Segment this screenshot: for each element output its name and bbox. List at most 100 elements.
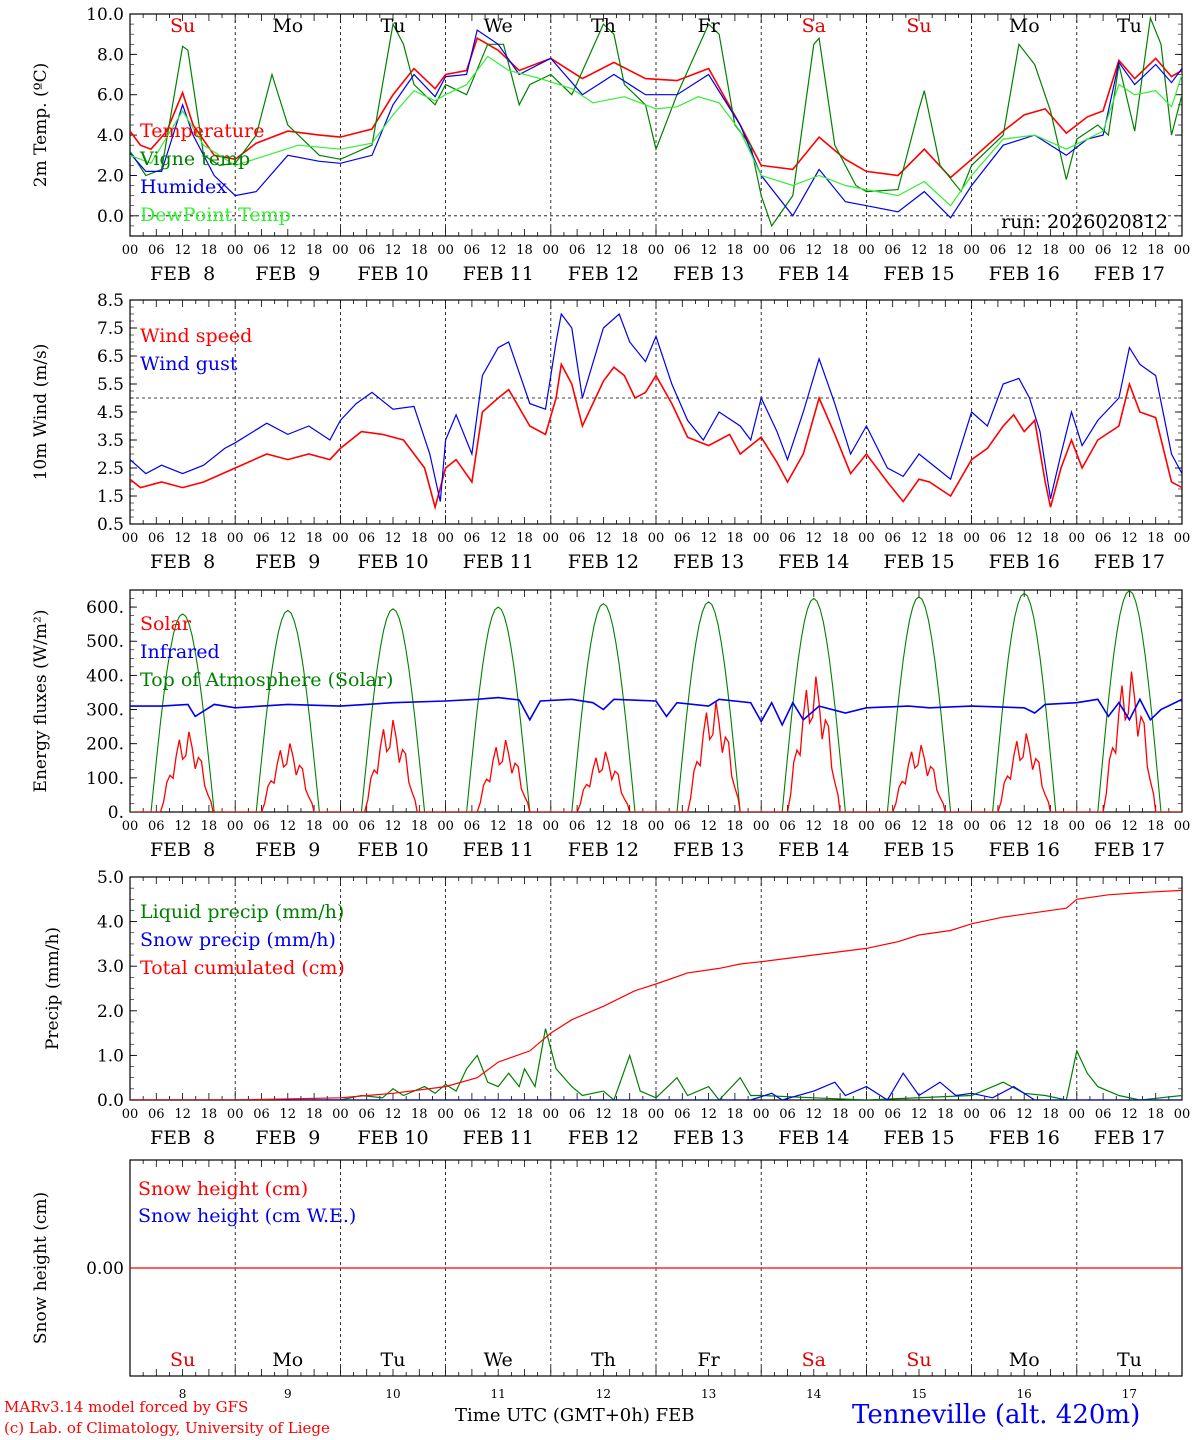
- series-line-solar: [134, 671, 1182, 812]
- credit-line-2: (c) Lab. of Climatology, University of L…: [4, 1419, 330, 1437]
- month-label: FEB: [655, 1405, 695, 1426]
- day-label: FEB 11: [463, 839, 534, 861]
- hour-tick-label: 06: [779, 1107, 796, 1122]
- day-label: FEB 8: [150, 263, 215, 285]
- hour-tick-label: 06: [253, 1107, 270, 1122]
- series-line-dewpoint-temp: [130, 55, 1182, 207]
- hour-tick-label: 12: [280, 819, 297, 834]
- day-label: FEB 13: [673, 263, 744, 285]
- day-label: FEB 15: [883, 839, 954, 861]
- hour-tick-label: 18: [411, 819, 428, 834]
- hour-tick-label: 18: [201, 819, 218, 834]
- hour-tick-label: 00: [437, 1107, 454, 1122]
- day-label: FEB 13: [673, 551, 744, 573]
- hour-tick-label: 06: [884, 243, 901, 258]
- hour-tick-label: 18: [516, 1107, 533, 1122]
- series-line-vigne-temp: [130, 15, 1182, 228]
- hour-tick-label: 00: [648, 819, 665, 834]
- day-label: FEB 12: [568, 263, 639, 285]
- weekday-label-top: Tu: [1117, 15, 1142, 37]
- weekday-label-top: Th: [591, 15, 616, 37]
- hour-tick-label: 12: [911, 1107, 928, 1122]
- day-label: FEB 9: [255, 551, 320, 573]
- hour-tick-label: 12: [700, 531, 717, 546]
- day-label: FEB 17: [1094, 551, 1165, 573]
- hour-tick-label: 00: [858, 531, 875, 546]
- hour-tick-label: 18: [411, 1107, 428, 1122]
- legend-label: Solar: [140, 613, 192, 635]
- day-label: FEB 14: [778, 263, 849, 285]
- hour-tick-label: 18: [727, 819, 744, 834]
- hour-tick-label: 18: [516, 819, 533, 834]
- day-label: FEB 12: [568, 839, 639, 861]
- y-tick-label: 2.0: [97, 1002, 124, 1022]
- day-number-label: 8: [179, 1387, 187, 1401]
- panel-5: [129, 1159, 1183, 1377]
- hour-tick-label: 12: [806, 1107, 823, 1122]
- hour-tick-label: 18: [411, 531, 428, 546]
- hour-tick-label: 06: [358, 1107, 375, 1122]
- day-label: FEB 8: [150, 1127, 215, 1149]
- legend-label: Wind gust: [140, 353, 238, 375]
- hour-tick-label: 12: [490, 243, 507, 258]
- hour-tick-label: 12: [490, 819, 507, 834]
- hour-tick-label: 12: [911, 243, 928, 258]
- hour-tick-label: 18: [306, 1107, 323, 1122]
- weekday-label-top: Su: [170, 15, 195, 37]
- y-tick-label: 5.0: [97, 868, 124, 888]
- weekday-label-top: Mo: [1009, 15, 1040, 37]
- hour-tick-label: 00: [1174, 819, 1191, 834]
- day-label: FEB 12: [568, 551, 639, 573]
- hour-tick-label: 18: [937, 243, 954, 258]
- y-tick-label: 0.5: [97, 515, 124, 535]
- hour-tick-label: 00: [963, 819, 980, 834]
- day-number-label: 13: [701, 1387, 716, 1401]
- hour-tick-label: 00: [963, 531, 980, 546]
- hour-tick-label: 06: [253, 819, 270, 834]
- weekday-label-top: Tu: [381, 15, 406, 37]
- weekday-label-bottom: Su: [170, 1349, 195, 1371]
- hour-tick-label: 12: [490, 531, 507, 546]
- weekday-label-bottom: Mo: [1009, 1349, 1040, 1371]
- hour-tick-label: 00: [858, 1107, 875, 1122]
- legend-label: Total cumulated (cm): [140, 957, 345, 979]
- hour-tick-label: 18: [832, 819, 849, 834]
- day-label: FEB 17: [1094, 263, 1165, 285]
- legend-label: Liquid precip (mm/h): [140, 901, 344, 923]
- hour-tick-label: 12: [280, 243, 297, 258]
- weekday-label-top: Mo: [272, 15, 303, 37]
- hour-tick-label: 12: [595, 243, 612, 258]
- day-number-label: 9: [284, 1387, 292, 1401]
- hour-tick-label: 12: [595, 819, 612, 834]
- hour-tick-label: 06: [674, 1107, 691, 1122]
- hour-tick-label: 12: [280, 1107, 297, 1122]
- credit-line-1: MARv3.14 model forced by GFS: [4, 1398, 249, 1416]
- y-tick-label: 2.0: [97, 166, 124, 186]
- hour-tick-label: 00: [858, 243, 875, 258]
- hour-tick-label: 06: [1095, 531, 1112, 546]
- hour-tick-label: 18: [306, 531, 323, 546]
- hour-tick-label: 06: [779, 819, 796, 834]
- legend-label: Humidex: [140, 176, 227, 198]
- y-tick-label: 6.5: [97, 347, 124, 367]
- hour-tick-label: 12: [1016, 1107, 1033, 1122]
- hour-tick-label: 00: [1174, 531, 1191, 546]
- hour-tick-label: 12: [174, 243, 191, 258]
- y-axis-label: Snow height (cm): [31, 1192, 51, 1344]
- hour-tick-label: 12: [806, 531, 823, 546]
- hour-tick-label: 06: [674, 243, 691, 258]
- legend-label: Top of Atmosphere (Solar): [140, 669, 393, 691]
- legend-label: Snow height (cm): [138, 1178, 308, 1200]
- hour-tick-label: 12: [174, 531, 191, 546]
- legend-label: Wind speed: [140, 325, 252, 347]
- hour-tick-label: 06: [148, 243, 165, 258]
- hour-tick-label: 12: [1121, 243, 1138, 258]
- day-label: FEB 17: [1094, 839, 1165, 861]
- hour-tick-label: 06: [148, 1107, 165, 1122]
- day-number-label: 17: [1122, 1387, 1137, 1401]
- weekday-label-bottom: Su: [906, 1349, 931, 1371]
- weekday-label-top: We: [484, 15, 513, 37]
- y-tick-label: 1.5: [97, 487, 124, 507]
- hour-tick-label: 00: [332, 531, 349, 546]
